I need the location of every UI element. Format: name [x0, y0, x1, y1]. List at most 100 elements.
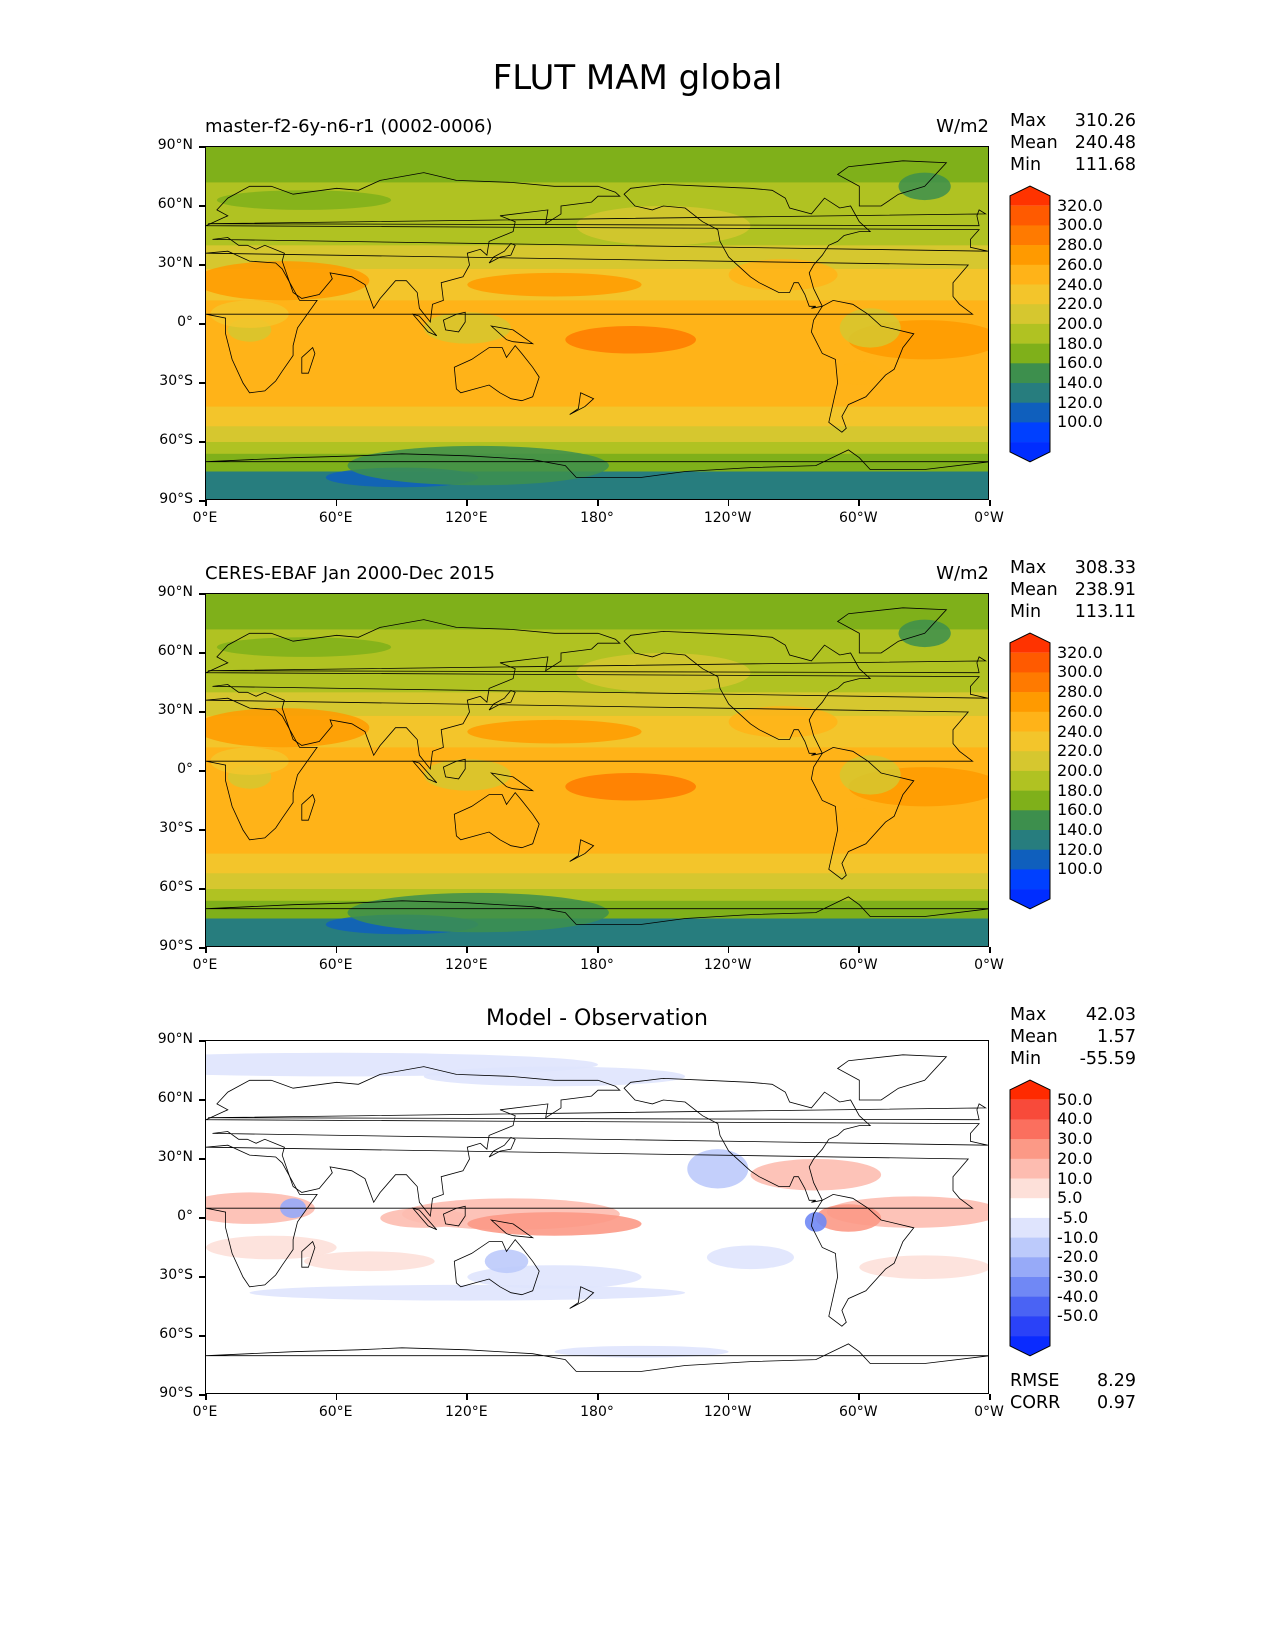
x-tick-mark — [205, 500, 207, 506]
y-tick-mark — [199, 1217, 205, 1219]
colorbar-segment — [1010, 731, 1050, 752]
x-tick-mark — [205, 947, 207, 953]
colorbar-segment — [1010, 1316, 1050, 1337]
coastline-greenland — [836, 1054, 948, 1101]
stat-row: Mean 1.57 — [1010, 1026, 1136, 1048]
coastline-sumatra — [411, 313, 438, 337]
colorbar-tick-label: -20.0 — [1057, 1247, 1099, 1267]
map-canvas — [206, 594, 988, 946]
coastline-australia — [453, 1238, 540, 1296]
colorbar-tick-label: 260.0 — [1057, 254, 1103, 274]
coastline-namerica — [623, 1077, 872, 1203]
stat-label: Min — [1010, 155, 1042, 175]
y-tick-label: 30°N — [157, 1149, 193, 1165]
stat-row: Mean 240.48 — [1010, 132, 1136, 154]
colorbar-tick-label: 240.0 — [1057, 721, 1103, 741]
colorbar-extend-max — [1010, 186, 1050, 206]
field-anomaly — [837, 808, 882, 832]
field-band — [206, 383, 988, 408]
x-tick-mark — [335, 947, 338, 953]
rmse-corr-block: RMSE 8.29 CORR 0.97 — [1010, 1370, 1136, 1414]
y-tick-mark — [199, 1158, 205, 1160]
y-tick-mark — [199, 382, 205, 384]
coastline-madagascar — [301, 346, 316, 374]
y-tick-mark — [199, 652, 205, 654]
x-tick-mark — [727, 500, 730, 506]
x-tick-mark — [466, 1394, 468, 1400]
colorbar-segment — [1010, 343, 1050, 364]
x-tick-mark — [597, 947, 599, 953]
y-tick-mark — [199, 593, 205, 595]
colorbar-extend-max — [1010, 1080, 1050, 1100]
field-band — [206, 889, 988, 902]
x-tick-label: 120°W — [703, 957, 752, 973]
colorbar-outline — [1009, 1079, 1051, 1357]
coastline-madagascar — [301, 793, 316, 821]
colorbar-tick-label: 320.0 — [1057, 642, 1103, 662]
colorbar-segment — [1010, 1158, 1050, 1179]
coastline-eurasia — [206, 1066, 988, 1217]
y-tick-label: 90°N — [157, 1031, 193, 1047]
coastline-antarctica — [206, 1343, 988, 1372]
coastline-madagascar — [301, 1240, 316, 1268]
y-tick-mark — [199, 500, 205, 502]
colorbar-segment — [1010, 1099, 1050, 1120]
difference-field — [804, 1212, 827, 1232]
x-tick-label: 60°E — [318, 957, 353, 973]
x-tick-label: 60°W — [838, 957, 878, 973]
coastline-uk — [208, 209, 987, 227]
colorbar-segment — [1010, 751, 1050, 772]
y-tick-label: 30°S — [159, 1267, 193, 1283]
colorbar-tick-label: 120.0 — [1057, 392, 1103, 412]
colorbar-segment — [1010, 284, 1050, 305]
colorbar-segment — [1010, 304, 1050, 325]
x-tick-mark — [989, 500, 991, 506]
x-tick-mark — [858, 1394, 860, 1400]
colorbar-segment — [1010, 770, 1050, 791]
x-tick-label: 60°E — [318, 510, 353, 526]
colorbar-tick-label: 220.0 — [1057, 741, 1103, 761]
coastline-japan — [488, 1136, 516, 1158]
colorbar-segment — [1010, 264, 1050, 285]
x-tick-mark — [597, 1394, 599, 1400]
colorbar-tick-label: 260.0 — [1057, 701, 1103, 721]
field-anomaly — [216, 190, 392, 210]
colorbar-tick-label: -40.0 — [1057, 1286, 1099, 1306]
y-tick-mark — [199, 323, 205, 325]
field-anomaly — [837, 361, 882, 385]
stat-value: 8.29 — [1097, 1371, 1136, 1391]
coastline-uk — [208, 1103, 987, 1121]
colorbar-extend-min — [1010, 889, 1050, 909]
y-tick-mark — [199, 888, 205, 890]
colorbar-segment — [1010, 225, 1050, 246]
stat-row: Max 308.33 — [1010, 557, 1136, 579]
difference-field — [750, 1159, 882, 1191]
stat-row: Max 310.26 — [1010, 110, 1136, 132]
coastline-greenland — [836, 160, 948, 207]
field-anomaly — [565, 325, 696, 354]
colorbar-tick-label: 160.0 — [1057, 353, 1103, 373]
stat-value: 113.11 — [1074, 602, 1136, 622]
field-band — [206, 594, 988, 630]
colorbar-extend-max — [1010, 633, 1050, 653]
y-tick-label: 0° — [177, 314, 193, 330]
stat-label: Min — [1010, 602, 1042, 622]
colorbar-tick-label: 100.0 — [1057, 859, 1103, 879]
stat-value: 111.68 — [1074, 155, 1136, 175]
colorbar-tick-label: 180.0 — [1057, 780, 1103, 800]
stat-label: Max — [1010, 558, 1047, 578]
difference-field — [467, 1212, 642, 1236]
coastline-australia — [453, 344, 540, 402]
x-tick-mark — [335, 500, 338, 506]
y-tick-label: 60°N — [157, 1090, 193, 1106]
colorbar — [1009, 632, 1051, 910]
map-model — [205, 146, 989, 500]
colorbar-segment — [1010, 402, 1050, 423]
coastline-samerica — [810, 299, 915, 433]
colorbar-segment — [1010, 1198, 1050, 1219]
colorbar-tick-label: 140.0 — [1057, 373, 1103, 392]
field-band — [206, 918, 988, 946]
y-tick-mark — [199, 1040, 205, 1042]
x-tick-label: 0°E — [192, 957, 218, 973]
colorbar-tick-label: -30.0 — [1057, 1267, 1099, 1286]
